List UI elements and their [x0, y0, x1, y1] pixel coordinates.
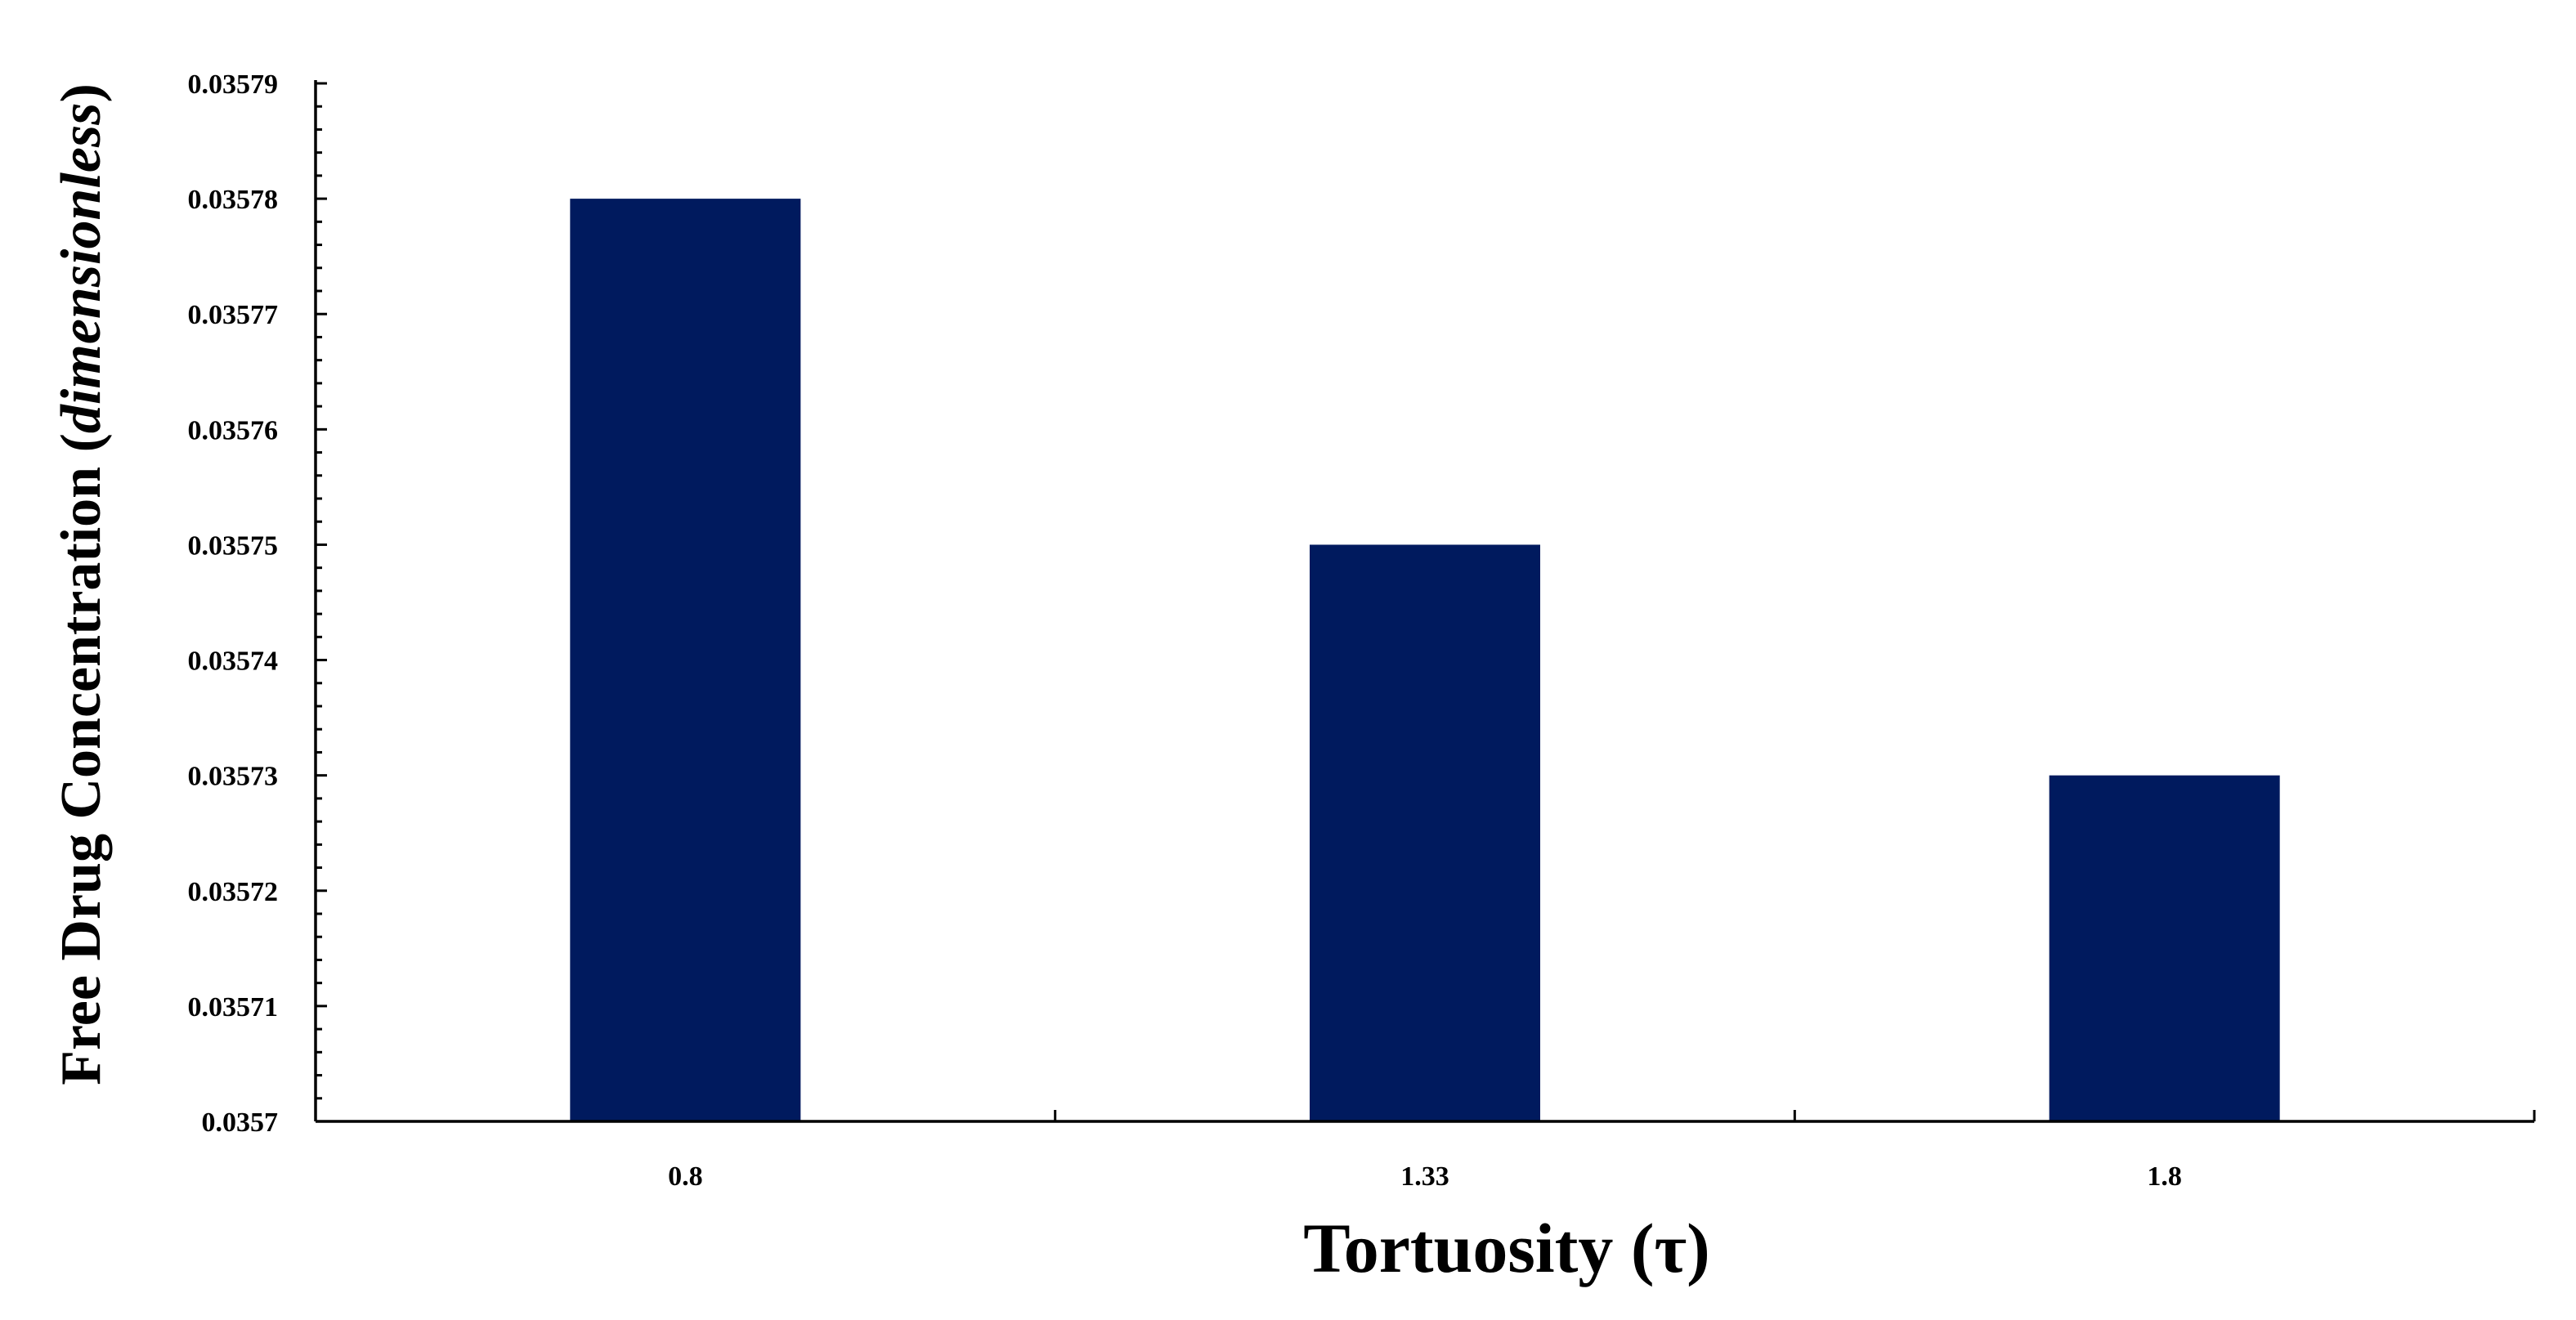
x-tick-label: 0.8 — [668, 1161, 703, 1192]
y-tick-label: 0.03573 — [188, 762, 279, 792]
x-tick-label: 1.33 — [1400, 1161, 1449, 1192]
y-axis-ticks: 0.0357 0.03571 0.03572 0.03573 0.03574 0.0357… — [188, 69, 327, 1138]
y-tick-label: 0.03575 — [188, 530, 279, 561]
bars — [570, 199, 2280, 1122]
x-axis-ticks: 0.8 1.33 1.8 — [668, 1110, 2536, 1192]
x-tick-label: 1.8 — [2147, 1161, 2182, 1192]
y-tick-label: 0.03578 — [188, 185, 279, 215]
y-tick-label: 0.03579 — [188, 69, 279, 100]
y-axis-title-main: Free Drug Concentration ( — [50, 433, 113, 1085]
bar — [2049, 775, 2280, 1121]
x-axis-title: Tortuosity (τ) — [1303, 1209, 1710, 1287]
y-tick-label: 0.03572 — [188, 877, 279, 907]
y-axis-title-close: ) — [50, 83, 113, 102]
y-axis-title: Free Drug Concentration (dimensionless) — [50, 83, 113, 1085]
y-tick-label: 0.0357 — [202, 1107, 279, 1138]
bar — [570, 199, 801, 1122]
y-tick-label: 0.03574 — [188, 647, 279, 677]
y-tick-label: 0.03576 — [188, 415, 279, 445]
y-tick-label: 0.03577 — [188, 300, 279, 330]
bar — [1310, 544, 1540, 1121]
y-axis-title-italic: dimensionless — [50, 103, 113, 434]
y-tick-label: 0.03571 — [188, 992, 279, 1022]
